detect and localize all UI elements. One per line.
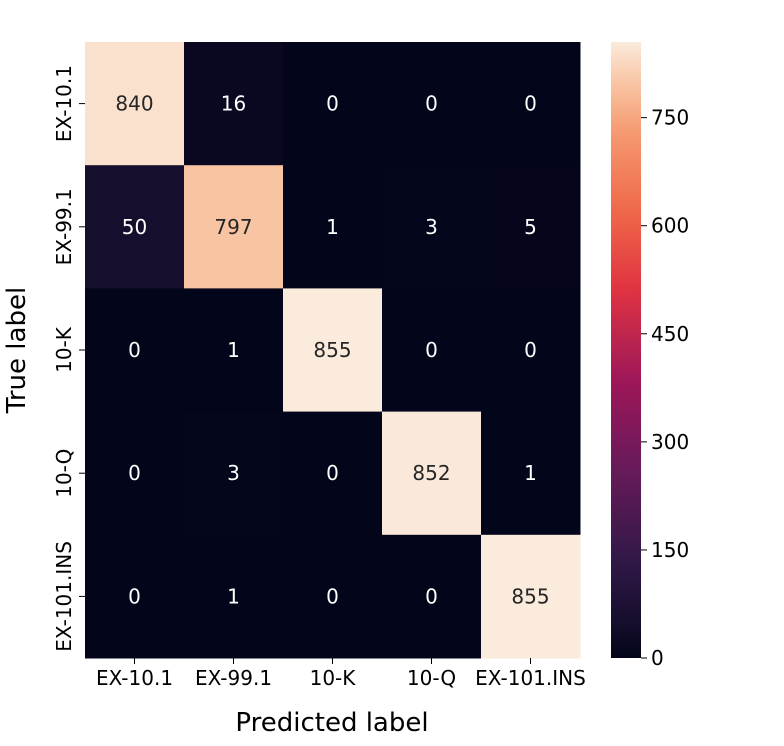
- heatmap-cell: [283, 165, 383, 289]
- heatmap-cell: [481, 165, 581, 289]
- cell-value-label: 1: [524, 461, 537, 485]
- heatmap-cell: [382, 288, 482, 413]
- heatmap-cell: [382, 42, 482, 166]
- heatmap-cell: [184, 411, 284, 536]
- cell-value-label: 50: [122, 215, 147, 239]
- colorbar-tick-label: 0: [651, 646, 664, 670]
- cell-value-label: 1: [326, 215, 339, 239]
- y-tick-label: EX-99.1: [52, 188, 76, 265]
- heatmap-cell: [85, 534, 185, 659]
- heatmap-cell-labels: 840 16 0 0 050 797 1 3 50 1 855 0 00 3 0 852 10 1 0 0 855: [115, 92, 549, 609]
- cell-value-label: 855: [313, 338, 351, 362]
- colorbar-tick-label: 750: [651, 106, 689, 130]
- y-tick-label: EX-101.INS: [52, 541, 76, 652]
- heatmap-cell: [85, 165, 185, 289]
- cell-value-label: 1: [227, 338, 240, 362]
- x-tick-label: EX-10.1: [96, 666, 173, 690]
- cell-value-label: 0: [425, 338, 438, 362]
- x-axis-label: Predicted label: [235, 708, 428, 738]
- cell-value-label: 3: [227, 461, 240, 485]
- cell-value-label: 840: [115, 92, 153, 116]
- x-axis-ticks: EX-10.1 EX-99.1 10-K 10-Q EX-101.INS: [96, 658, 586, 690]
- heatmap-cell: [184, 534, 284, 659]
- y-axis-ticks: EX-10.1 EX-99.1 10-K 10-Q EX-101.INS: [52, 65, 85, 652]
- heatmap-cell: [481, 411, 581, 536]
- heatmap-cell: [481, 42, 581, 166]
- heatmap-cell: [184, 42, 284, 166]
- x-tick-label: EX-101.INS: [475, 666, 586, 690]
- heatmap-cell: [85, 42, 185, 166]
- y-tick-label: EX-10.1: [52, 65, 76, 142]
- cell-value-label: 0: [128, 461, 141, 485]
- cell-value-label: 0: [326, 92, 339, 116]
- colorbar-tick-label: 600: [651, 214, 689, 238]
- heatmap-cell: [382, 534, 482, 659]
- colorbar-tick-label: 300: [651, 430, 689, 454]
- cell-value-label: 0: [524, 92, 537, 116]
- x-tick-label: 10-Q: [407, 666, 456, 690]
- x-tick-label: 10-K: [310, 666, 357, 690]
- cell-value-label: 797: [214, 215, 252, 239]
- cell-value-label: 852: [412, 461, 450, 485]
- heatmap-cell: [283, 288, 383, 413]
- heatmap-cell: [382, 411, 482, 536]
- heatmap-cell: [481, 288, 581, 413]
- heatmap-cell: [184, 288, 284, 413]
- cell-value-label: 16: [221, 92, 246, 116]
- heatmap-cell: [85, 288, 185, 413]
- y-tick-label: 10-K: [52, 326, 76, 373]
- heatmap-cells: [85, 42, 581, 659]
- heatmap-cell: [283, 411, 383, 536]
- colorbar: 0 150 300 450 600 750: [611, 42, 689, 670]
- heatmap-cell: [382, 165, 482, 289]
- heatmap-cell: [481, 534, 581, 659]
- colorbar-tick-label: 150: [651, 538, 689, 562]
- colorbar-ticks: 0 150 300 450 600 750: [641, 106, 689, 670]
- heatmap-cell: [184, 165, 284, 289]
- cell-value-label: 5: [524, 215, 537, 239]
- cell-value-label: 855: [511, 584, 549, 608]
- colorbar-tick-label: 450: [651, 322, 689, 346]
- y-tick-label: 10-Q: [52, 449, 76, 498]
- cell-value-label: 0: [326, 584, 339, 608]
- cell-value-label: 1: [227, 584, 240, 608]
- heatmap-cell: [85, 411, 185, 536]
- y-axis-label: True label: [2, 287, 32, 414]
- cell-value-label: 0: [128, 338, 141, 362]
- cell-value-label: 0: [524, 338, 537, 362]
- cell-value-label: 0: [425, 584, 438, 608]
- x-tick-label: EX-99.1: [195, 666, 272, 690]
- cell-value-label: 0: [326, 461, 339, 485]
- heatmap-cell: [283, 534, 383, 659]
- cell-value-label: 0: [128, 584, 141, 608]
- cell-value-label: 0: [425, 92, 438, 116]
- colorbar-gradient: [611, 42, 641, 658]
- cell-value-label: 3: [425, 215, 438, 239]
- heatmap-cell: [283, 42, 383, 166]
